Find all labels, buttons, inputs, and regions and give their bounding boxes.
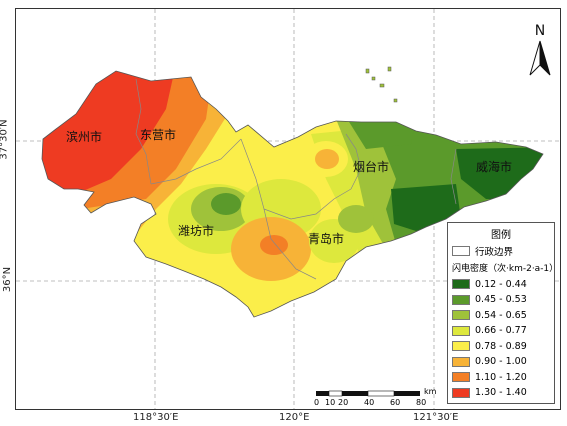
lat-tick: 37°30′N bbox=[0, 119, 10, 160]
legend-class-label: 0.90 - 1.00 bbox=[475, 356, 527, 367]
city-label: 潍坊市 bbox=[178, 223, 214, 238]
city-label: 青岛市 bbox=[308, 231, 344, 246]
legend-swatch bbox=[452, 372, 470, 382]
map-canvas: 滨州市 东营市 潍坊市 青岛市 烟台市 威海市 bbox=[16, 9, 560, 409]
legend-density-row: 闪电密度（次·km-2·a-1） bbox=[452, 261, 559, 274]
scale-label: 10 bbox=[325, 398, 336, 407]
legend-class-row: 1.10 - 1.20 bbox=[452, 371, 527, 383]
legend-swatch bbox=[452, 279, 470, 289]
legend-class-row: 0.54 - 0.65 bbox=[452, 309, 527, 321]
legend-class-label: 1.10 - 1.20 bbox=[475, 371, 527, 383]
admin-boundaries bbox=[135, 78, 457, 280]
legend-class-label: 0.54 - 0.65 bbox=[475, 309, 527, 321]
scale-unit: km bbox=[424, 387, 437, 396]
lon-tick: 121°30′E bbox=[413, 412, 459, 423]
boundary-swatch bbox=[452, 246, 470, 256]
coastline bbox=[41, 70, 544, 318]
scale-label: 0 bbox=[314, 398, 320, 407]
scale-label: 80 bbox=[416, 398, 427, 407]
legend-class-row: 0.90 - 1.00 bbox=[452, 356, 527, 368]
scale-label: 40 bbox=[364, 398, 375, 407]
legend-swatch bbox=[452, 341, 470, 351]
legend-class-label: 0.78 - 0.89 bbox=[475, 340, 527, 352]
north-arrow-icon: N bbox=[529, 23, 551, 76]
legend-swatch bbox=[452, 294, 470, 305]
legend-class-row: 0.78 - 0.89 bbox=[452, 340, 527, 352]
legend-swatch bbox=[452, 310, 470, 320]
legend-class-label: 0.45 - 0.53 bbox=[475, 294, 527, 305]
islands bbox=[365, 66, 398, 103]
legend-class-row: 0.45 - 0.53 bbox=[452, 294, 527, 306]
city-label: 东营市 bbox=[140, 127, 176, 142]
city-label: 威海市 bbox=[476, 159, 512, 174]
lon-tick: 118°30′E bbox=[133, 412, 179, 423]
city-label: 烟台市 bbox=[353, 159, 389, 174]
legend-swatch bbox=[452, 387, 470, 398]
legend-density-label: 闪电密度（次·km-2·a-1） bbox=[452, 263, 559, 274]
legend-boundary-row: 行政边界 bbox=[452, 245, 514, 258]
legend: 图例 行政边界 闪电密度（次·km-2·a-1） 0.12 - 0.44 0.45… bbox=[447, 222, 559, 404]
legend-boundary-label: 行政边界 bbox=[475, 247, 514, 258]
legend-class-label: 0.66 - 0.77 bbox=[475, 325, 527, 336]
city-label: 滨州市 bbox=[66, 129, 102, 144]
legend-class-row: 0.12 - 0.44 bbox=[452, 278, 527, 290]
legend-class-label: 0.12 - 0.44 bbox=[475, 278, 527, 290]
legend-swatch bbox=[452, 356, 470, 367]
lat-tick: 36°N bbox=[2, 266, 14, 293]
lon-tick: 120°E bbox=[279, 412, 310, 423]
legend-swatch bbox=[452, 325, 470, 336]
north-label: N bbox=[535, 23, 545, 39]
legend-class-row: 0.66 - 0.77 bbox=[452, 325, 527, 337]
legend-class-label: 1.30 - 1.40 bbox=[475, 387, 527, 398]
city-labels: 滨州市 东营市 潍坊市 青岛市 烟台市 威海市 bbox=[66, 127, 512, 246]
legend-title: 图例 bbox=[491, 230, 511, 241]
scale-label: 60 bbox=[390, 398, 401, 407]
scale-label: 20 bbox=[338, 398, 349, 407]
legend-class-row: 1.30 - 1.40 bbox=[452, 387, 527, 399]
map-frame: 滨州市 东营市 潍坊市 青岛市 烟台市 威海市 N 0 10 20 40 60 bbox=[15, 8, 561, 410]
